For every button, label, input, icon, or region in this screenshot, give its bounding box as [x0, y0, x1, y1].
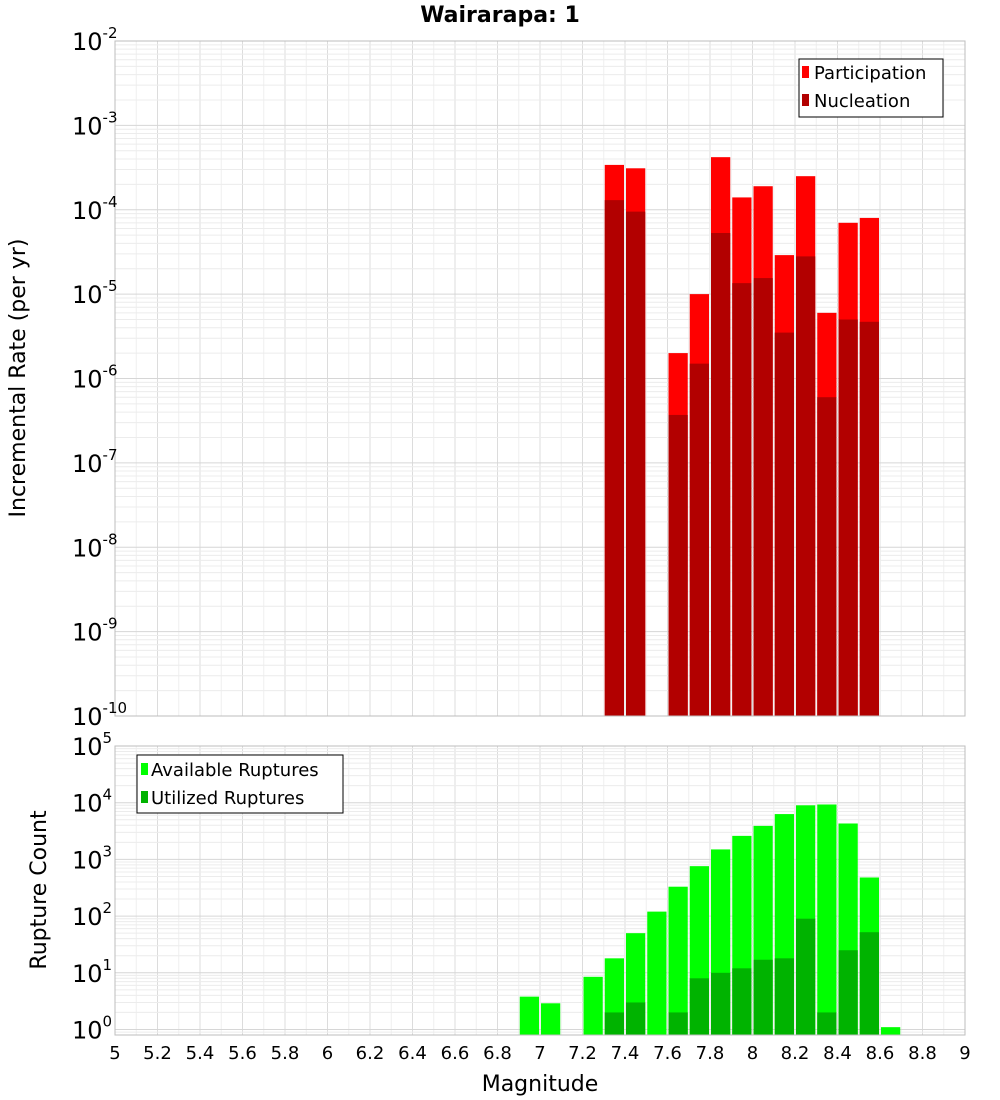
count-bars [519, 804, 901, 1035]
rate-bars [604, 157, 879, 717]
count-y-tick-label: 104 [72, 786, 112, 818]
count-y-ticks: 100 101 102 103 104 105 [72, 729, 112, 1045]
rate-y-tick-label: 10-9 [72, 615, 118, 647]
count-plot-frame [114, 745, 966, 1036]
count-bar-available [519, 996, 539, 1035]
rate-y-tick-label: 10-10 [72, 699, 127, 731]
rate-grid [114, 40, 966, 717]
x-tick-label: 6 [322, 1043, 333, 1064]
legend-label-participation: Participation [814, 63, 926, 84]
legend-swatch-utilized [141, 791, 148, 803]
count-bar-utilized [689, 978, 709, 1035]
x-tick-label: 5.4 [186, 1043, 215, 1064]
count-bar-available [541, 1003, 561, 1035]
count-panel: 100 101 102 103 104 105 5 5.2 5.4 5.6 5.8 6 6.2 6.4 6… [27, 729, 971, 1097]
count-bar-utilized [753, 959, 773, 1035]
legend-label-available: Available Ruptures [151, 760, 319, 781]
rate-y-axis-label: Incremental Rate (per yr) [6, 239, 31, 518]
rate-bar-nucleation [796, 256, 816, 716]
count-bar-utilized [711, 972, 731, 1035]
count-bar-available [583, 976, 603, 1035]
rate-bar-nucleation [626, 211, 646, 716]
rate-plot-frame [114, 40, 966, 717]
count-bar-utilized [796, 918, 816, 1035]
count-y-axis-label: Rupture Count [27, 810, 52, 970]
count-bar-utilized [774, 958, 794, 1035]
count-bar-available [881, 1027, 901, 1035]
x-axis-label: Magnitude [482, 1072, 599, 1097]
legend-label-nucleation: Nucleation [814, 91, 910, 112]
rate-bar-nucleation [817, 397, 837, 716]
count-y-tick-label: 102 [72, 899, 112, 931]
x-tick-label: 7.2 [568, 1043, 597, 1064]
x-tick-label: 8.6 [866, 1043, 895, 1064]
x-tick-label: 6.4 [398, 1043, 427, 1064]
count-bar-available [817, 804, 837, 1035]
count-bar-utilized [817, 1012, 837, 1035]
legend-label-utilized: Utilized Ruptures [151, 788, 304, 809]
count-y-tick-label: 103 [72, 842, 112, 874]
count-y-tick-label: 101 [72, 956, 112, 988]
rate-y-tick-label: 10-5 [72, 277, 118, 309]
count-bar-utilized [859, 932, 879, 1035]
count-y-tick-label: 100 [72, 1013, 112, 1045]
rate-bar-nucleation [711, 233, 731, 716]
rate-bar-nucleation [859, 321, 879, 716]
rate-legend: Participation Nucleation [798, 58, 944, 118]
rate-bar-nucleation [604, 200, 624, 716]
count-bar-available [647, 911, 667, 1035]
rate-bar-nucleation [689, 363, 709, 716]
x-tick-label: 6.2 [356, 1043, 385, 1064]
rate-y-tick-label: 10-3 [72, 108, 118, 140]
x-tick-label: 8.4 [823, 1043, 852, 1064]
rate-y-ticks: 10-10 10-9 10-8 10-7 10-6 10-5 10-4 10-3 10-2 [72, 24, 127, 731]
count-y-tick-label: 105 [72, 729, 112, 761]
rate-y-tick-label: 10-7 [72, 446, 118, 478]
rate-y-tick-label: 10-2 [72, 24, 118, 56]
rate-bar-nucleation [668, 414, 688, 716]
rate-bar-nucleation [774, 332, 794, 716]
count-x-ticks: 5 5.2 5.4 5.6 5.8 6 6.2 6.4 6.6 6.8 7 7.2 7.4 7.6 7.8 8… [109, 1043, 970, 1064]
x-tick-label: 5.8 [271, 1043, 300, 1064]
chart-title: Wairarapa: 1 [420, 3, 580, 28]
x-tick-label: 5.6 [228, 1043, 257, 1064]
x-tick-label: 7.6 [653, 1043, 682, 1064]
count-bar-available [668, 886, 688, 1035]
count-bar-utilized [838, 950, 858, 1035]
legend-swatch-participation [802, 66, 809, 78]
count-legend-box [136, 754, 344, 814]
rate-bar-nucleation [753, 278, 773, 716]
x-tick-label: 7.4 [611, 1043, 640, 1064]
rate-y-tick-label: 10-4 [72, 193, 118, 225]
count-bar-utilized [668, 1012, 688, 1035]
count-bar-utilized [732, 968, 752, 1035]
rate-y-tick-label: 10-8 [72, 530, 118, 562]
rate-panel: 10-10 10-9 10-8 10-7 10-6 10-5 10-4 10-3 10-2 In… [6, 24, 966, 731]
rate-bar-nucleation [838, 319, 858, 716]
x-tick-label: 6.6 [441, 1043, 470, 1064]
x-tick-label: 8.2 [781, 1043, 810, 1064]
x-tick-label: 8.8 [908, 1043, 937, 1064]
count-legend: Available Ruptures Utilized Ruptures [136, 754, 344, 814]
legend-swatch-nucleation [802, 94, 809, 106]
x-tick-label: 5.2 [143, 1043, 172, 1064]
x-tick-label: 9 [959, 1043, 970, 1064]
count-bar-utilized [626, 1002, 646, 1035]
x-tick-label: 7 [534, 1043, 545, 1064]
rate-bar-nucleation [732, 283, 752, 716]
x-tick-label: 7.8 [696, 1043, 725, 1064]
x-tick-label: 5 [109, 1043, 120, 1064]
count-bar-utilized [604, 1012, 624, 1035]
legend-swatch-available [141, 763, 148, 775]
rate-y-tick-label: 10-6 [72, 362, 118, 394]
x-tick-label: 6.8 [483, 1043, 512, 1064]
x-tick-label: 8 [747, 1043, 758, 1064]
rate-legend-box [798, 58, 944, 118]
